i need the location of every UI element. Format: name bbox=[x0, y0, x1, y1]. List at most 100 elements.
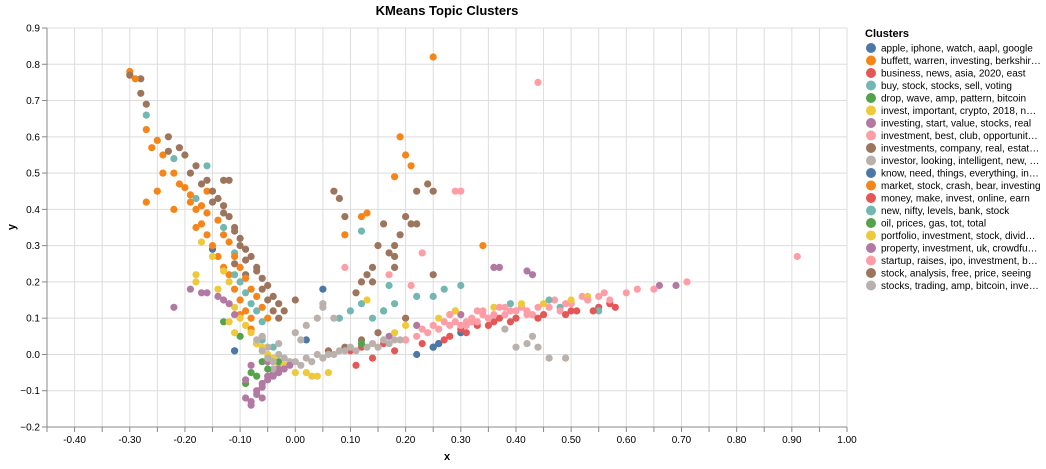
data-point bbox=[506, 318, 514, 326]
data-point bbox=[197, 220, 206, 228]
data-point bbox=[275, 369, 283, 377]
data-point bbox=[435, 314, 443, 322]
data-point bbox=[357, 227, 366, 235]
data-point bbox=[352, 361, 360, 369]
data-point bbox=[380, 220, 388, 228]
data-point bbox=[308, 358, 316, 366]
legend-symbol bbox=[866, 243, 876, 253]
data-point bbox=[346, 343, 354, 351]
data-point bbox=[269, 292, 277, 300]
legend-symbol bbox=[866, 68, 876, 78]
legend-item: money, make, invest, online, earn bbox=[866, 193, 1030, 205]
data-point bbox=[253, 336, 261, 344]
data-point bbox=[220, 202, 228, 210]
data-point bbox=[170, 155, 178, 163]
y-tick-label: 0.4 bbox=[26, 205, 40, 216]
data-point bbox=[236, 296, 244, 304]
data-point bbox=[506, 300, 514, 308]
data-point bbox=[385, 340, 393, 348]
data-point bbox=[418, 325, 426, 333]
data-point bbox=[236, 278, 244, 286]
data-point bbox=[380, 336, 388, 344]
data-point bbox=[242, 256, 250, 264]
data-point bbox=[468, 314, 476, 322]
data-point bbox=[247, 401, 255, 409]
data-point bbox=[313, 372, 321, 380]
x-tick-label: 0.80 bbox=[727, 435, 747, 446]
data-point bbox=[512, 307, 520, 315]
legend-label: drop, wave, amp, pattern, bitcoin bbox=[881, 94, 1026, 105]
legend-title: Clusters bbox=[865, 28, 909, 40]
data-point bbox=[402, 213, 410, 221]
data-point bbox=[346, 307, 354, 315]
data-point bbox=[203, 187, 211, 195]
x-tick-label: 0.10 bbox=[341, 435, 361, 446]
legend-symbol bbox=[866, 80, 876, 91]
data-point bbox=[368, 278, 377, 286]
data-point bbox=[341, 213, 349, 221]
legend-item: property, investment, uk, crowdfu… bbox=[866, 243, 1038, 255]
data-point bbox=[611, 303, 619, 311]
x-tick-label: 0.60 bbox=[617, 435, 637, 446]
data-point bbox=[308, 372, 316, 380]
data-point bbox=[451, 187, 459, 195]
legend-label: money, make, invest, online, earn bbox=[881, 194, 1030, 205]
data-point bbox=[275, 340, 283, 348]
data-point bbox=[319, 285, 327, 293]
data-point bbox=[203, 231, 211, 239]
data-point bbox=[225, 176, 233, 184]
data-point bbox=[523, 340, 531, 348]
data-point bbox=[495, 263, 503, 271]
data-point bbox=[357, 213, 366, 221]
data-point bbox=[153, 136, 161, 144]
data-point bbox=[402, 336, 410, 344]
data-point bbox=[197, 238, 206, 246]
points-layer bbox=[126, 53, 801, 409]
y-tick-label: 0.7 bbox=[26, 96, 40, 107]
data-point bbox=[363, 296, 371, 304]
data-point bbox=[264, 376, 272, 384]
data-point bbox=[297, 336, 305, 344]
data-point bbox=[269, 343, 277, 351]
data-point bbox=[567, 296, 575, 304]
data-point bbox=[203, 209, 211, 217]
data-point bbox=[258, 383, 266, 391]
data-point bbox=[286, 361, 294, 369]
legend-symbol bbox=[866, 155, 876, 166]
data-point bbox=[363, 209, 371, 217]
legend-symbol bbox=[866, 230, 876, 241]
data-point bbox=[291, 369, 299, 377]
data-point bbox=[186, 169, 194, 177]
data-point bbox=[622, 289, 630, 297]
data-point bbox=[391, 252, 399, 261]
data-point bbox=[402, 321, 410, 329]
data-point bbox=[385, 281, 393, 290]
data-point bbox=[231, 252, 239, 261]
data-point bbox=[523, 267, 531, 275]
data-point bbox=[368, 314, 377, 322]
data-point bbox=[429, 187, 437, 195]
data-point bbox=[220, 318, 228, 326]
series-group bbox=[186, 263, 537, 409]
data-point bbox=[528, 332, 537, 340]
data-point bbox=[159, 151, 167, 159]
data-point bbox=[562, 354, 570, 362]
legend-label: apple, iphone, watch, aapl, google bbox=[881, 44, 1033, 55]
data-point bbox=[231, 227, 239, 235]
data-point bbox=[264, 296, 272, 304]
data-point bbox=[214, 285, 222, 293]
legend-item: investments, company, real, estat… bbox=[866, 143, 1039, 155]
data-point bbox=[291, 296, 299, 304]
x-tick-label: -0.30 bbox=[118, 435, 141, 446]
data-point bbox=[413, 350, 421, 359]
data-point bbox=[556, 307, 564, 315]
legend-item: portfolio, investment, stock, divid… bbox=[866, 230, 1036, 242]
data-point bbox=[319, 303, 327, 311]
data-point bbox=[225, 213, 233, 221]
y-axis: −0.2 −0.1 0.0 0.1 0.2 0.3 0.4 0.5 0.6 0.7 0.8 0.9 bbox=[20, 24, 48, 434]
data-point bbox=[242, 321, 250, 329]
legend-label: new, nifty, levels, bank, stock bbox=[881, 206, 1010, 217]
data-point bbox=[528, 271, 537, 279]
data-point bbox=[214, 194, 222, 203]
data-point bbox=[175, 144, 183, 152]
